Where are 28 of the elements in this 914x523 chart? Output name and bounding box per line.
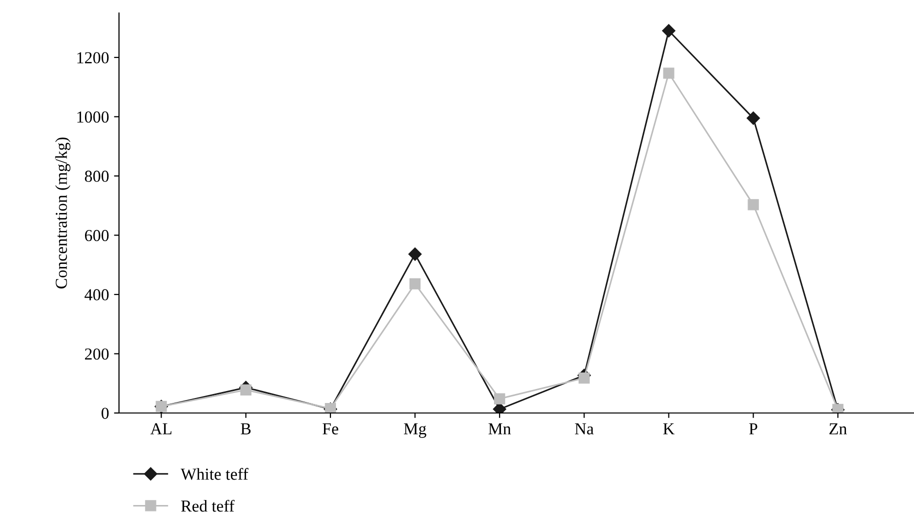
point — [408, 248, 422, 261]
x-tick-label: Mn — [488, 423, 511, 434]
point — [663, 68, 674, 79]
x-tick-label: K — [663, 423, 675, 434]
x-tick-label: AL — [150, 423, 172, 434]
legend-label: Red teff — [181, 500, 235, 512]
x-tick-label: B — [240, 423, 251, 434]
x-tick-label: Zn — [829, 423, 847, 434]
y-axis-title: Concentration (mg/kg) — [55, 138, 70, 288]
y-tick-label: 0 — [102, 408, 109, 419]
x-tick-label: Fe — [322, 423, 338, 434]
point — [494, 393, 506, 404]
y-tick-label: 600 — [84, 230, 109, 242]
y-tick-label: 1000 — [77, 111, 109, 123]
point — [409, 278, 421, 290]
point — [240, 384, 252, 396]
point — [578, 372, 590, 384]
x-tick-label: Na — [574, 423, 594, 434]
y-tick-label: 400 — [84, 289, 109, 300]
x-tick-label: P — [749, 423, 758, 434]
point — [662, 24, 676, 38]
point — [746, 112, 760, 125]
y-tick-label: 1200 — [77, 52, 109, 64]
y-tick-label: 800 — [84, 170, 109, 182]
point — [748, 199, 759, 210]
legend-label: White teff — [180, 468, 248, 480]
y-tick-label: 200 — [85, 348, 109, 360]
x-tick-label: Mg — [404, 423, 426, 438]
